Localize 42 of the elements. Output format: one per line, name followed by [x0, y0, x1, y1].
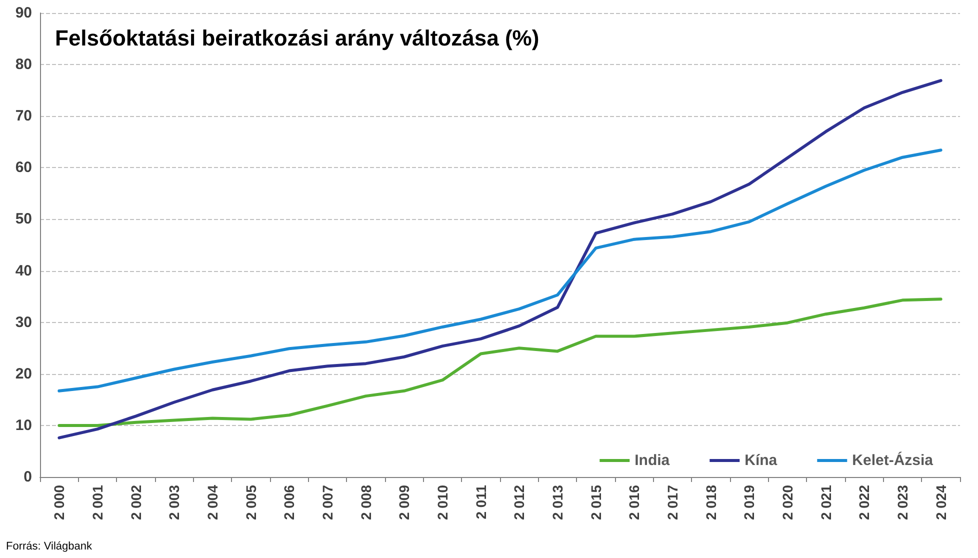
x-tick-label: 2 013	[550, 484, 566, 520]
legend-label: Kelet-Ázsia	[852, 451, 934, 469]
legend-label: India	[634, 452, 670, 469]
x-tick-label: 2 012	[511, 484, 528, 520]
x-tick-label: 2 024	[932, 484, 949, 520]
y-tick-label: 50	[15, 210, 32, 228]
y-tick-label: 20	[15, 365, 32, 382]
line-series	[58, 298, 942, 427]
y-tick-label: 90	[15, 4, 32, 22]
y-tick-label: 40	[15, 262, 32, 280]
y-tick-label: 60	[15, 159, 32, 176]
y-tick-label: 70	[15, 108, 32, 125]
x-tick-label: 2 003	[166, 484, 182, 520]
x-tick-label: 2 001	[90, 484, 106, 520]
x-tick-label: 2 019	[741, 484, 758, 520]
x-tick-label: 2 006	[281, 484, 298, 520]
line-series	[58, 79, 942, 440]
x-tick-label: 2 010	[434, 484, 450, 520]
line-series	[58, 148, 942, 392]
x-tick-label: 2 018	[702, 484, 719, 520]
x-tick-label: 2 009	[396, 484, 412, 520]
legend-label: Kína	[744, 452, 778, 469]
x-tick-label: 2 004	[204, 484, 220, 520]
text: Felsőoktatási beiratkozási arány változása (%)	[55, 26, 540, 50]
x-tick-label: 2 016	[626, 484, 642, 520]
x-tick-label: 2 007	[320, 484, 336, 520]
x-tick-label: 2 005	[242, 484, 259, 520]
y-tick-label: 0	[24, 468, 32, 486]
x-tick-label: 2 017	[664, 484, 680, 520]
y-tick-label: 80	[15, 56, 32, 74]
text: Forrás: Világbank	[6, 540, 93, 552]
x-tick-label: 2 000	[51, 484, 68, 520]
x-tick-label: 2 021	[818, 484, 834, 520]
y-tick-label: 30	[15, 314, 32, 331]
x-tick-label: 2 015	[588, 484, 604, 520]
x-tick-label: 2 023	[894, 484, 910, 520]
x-tick-label: 2 022	[856, 484, 872, 520]
y-tick-label: 10	[15, 416, 32, 434]
x-tick-label: 2 011	[472, 484, 489, 520]
x-tick-label: 2 008	[358, 484, 374, 520]
x-tick-label: 2 020	[780, 484, 796, 520]
x-tick-label: 2 002	[128, 484, 144, 520]
